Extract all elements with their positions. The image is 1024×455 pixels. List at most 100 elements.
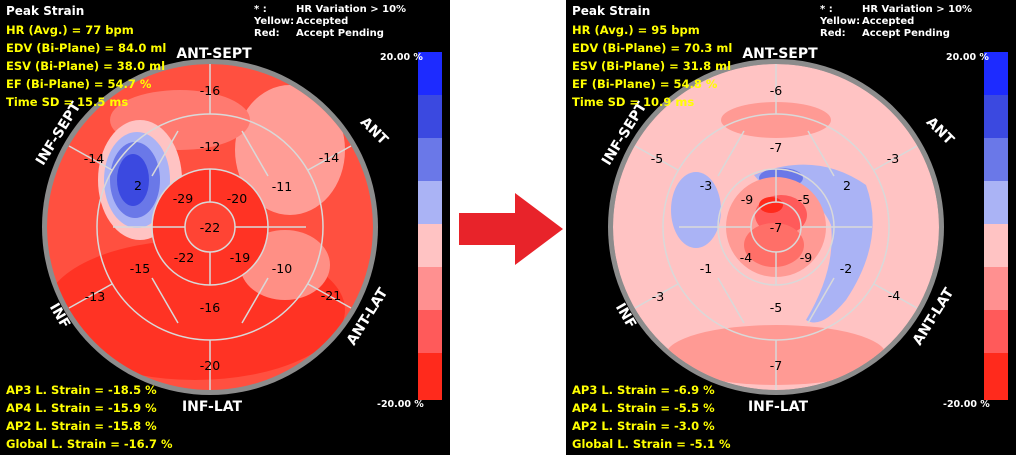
bullseye-canvas: -16 -14 -21 -20 -13 -14 -12 -11 -10 -16 …: [33, 46, 442, 415]
scale-band: [418, 52, 442, 95]
segment-grid: [634, 64, 918, 390]
scale-band: [418, 267, 442, 310]
segment-value: -3: [887, 151, 899, 166]
segment-value: -2: [840, 261, 852, 276]
segment-value: -14: [84, 151, 104, 166]
segment-value: -5: [798, 192, 810, 207]
legend-value: Accepted: [862, 16, 915, 27]
scale-band: [418, 353, 442, 400]
strain-ap2: AP2 L. Strain = -15.8 %: [6, 419, 157, 433]
stat-time-sd: Time SD = 15.5 ms: [6, 95, 129, 109]
scale-band: [984, 181, 1008, 224]
scale-band: [984, 267, 1008, 310]
segment-value: -5: [651, 151, 663, 166]
strain-global: Global L. Strain = -5.1 %: [572, 437, 731, 451]
legend-value: Accepted: [296, 16, 349, 27]
panel-title: Peak Strain: [572, 4, 651, 18]
stat-hr: HR (Avg.) = 77 bpm: [6, 23, 134, 37]
segment-value: -6: [770, 83, 783, 98]
segment-value: -7: [770, 358, 782, 373]
panel-title: Peak Strain: [6, 4, 85, 18]
scale-band: [984, 95, 1008, 138]
scale-band: [418, 224, 442, 267]
wall-label: INF-LAT: [748, 399, 809, 415]
stat-hr: HR (Avg.) = 95 bpm: [572, 23, 700, 37]
segment-value: -4: [740, 250, 753, 265]
bullseye-panel-after: -6 -3 -4 -7 -3 -5 -7 2 -2 -5 -1 -3 -5 -9…: [566, 0, 1016, 455]
segment-value: -3: [700, 178, 712, 193]
segment-value: 2: [843, 178, 851, 193]
scale-max-label: 20.00 %: [946, 52, 989, 63]
scale-min-label: -20.00 %: [377, 399, 424, 410]
legend-key: * :: [820, 4, 833, 15]
scale-band: [984, 138, 1008, 181]
segment-values: -16 -14 -21 -20 -13 -14 -12 -11 -10 -16 …: [84, 83, 341, 373]
scale-band: [418, 310, 442, 353]
legend-key: * :: [254, 4, 267, 15]
segment-value: -19: [230, 250, 250, 265]
stat-edv: EDV (Bi-Plane) = 84.0 ml: [6, 41, 167, 55]
legend-key: Yellow:: [820, 16, 861, 27]
transition-arrow-icon: [459, 193, 563, 265]
scale-band: [984, 310, 1008, 353]
bullseye-canvas: -6 -3 -4 -7 -3 -5 -7 2 -2 -5 -1 -3 -5 -9…: [599, 46, 1008, 415]
segment-value: -4: [888, 288, 901, 303]
stat-ef: EF (Bi-Plane) = 54.8 %: [572, 77, 718, 91]
bullseye-panel-before: -16 -14 -21 -20 -13 -14 -12 -11 -10 -16 …: [0, 0, 450, 455]
stat-esv: ESV (Bi-Plane) = 38.0 ml: [6, 59, 166, 73]
segment-values: -6 -3 -4 -7 -3 -5 -7 2 -2 -5 -1 -3 -5 -9…: [651, 83, 901, 373]
legend-key: Red:: [820, 28, 846, 39]
segment-value: 2: [134, 178, 142, 193]
stat-edv: EDV (Bi-Plane) = 70.3 ml: [572, 41, 733, 55]
legend-key: Red:: [254, 28, 280, 39]
segment-value: -16: [200, 300, 220, 315]
segment-value: -3: [652, 289, 664, 304]
strain-ap3: AP3 L. Strain = -18.5 %: [6, 383, 157, 397]
segment-value: -29: [173, 191, 193, 206]
segment-value: -20: [200, 358, 220, 373]
legend-value: Accept Pending: [862, 28, 950, 39]
legend-key: Yellow:: [254, 16, 295, 27]
segment-value: -7: [770, 220, 782, 235]
segment-value: -14: [319, 150, 339, 165]
stat-ef: EF (Bi-Plane) = 54.7 %: [6, 77, 152, 91]
segment-value: -9: [741, 192, 754, 207]
scale-band: [984, 52, 1008, 95]
scale-band: [418, 95, 442, 138]
scale-band: [418, 181, 442, 224]
segment-value: -15: [130, 261, 150, 276]
strain-global: Global L. Strain = -16.7 %: [6, 437, 173, 451]
segment-value: -11: [272, 179, 292, 194]
scale-band: [418, 138, 442, 181]
scale-max-label: 20.00 %: [380, 52, 423, 63]
segment-value: -12: [200, 139, 220, 154]
strain-map: [47, 64, 373, 390]
segment-grid: [68, 64, 352, 390]
wall-label: ANT-SEPT: [176, 46, 252, 62]
strain-ap4: AP4 L. Strain = -5.5 %: [572, 401, 715, 415]
segment-value: -22: [174, 250, 194, 265]
segment-value: -22: [200, 220, 220, 235]
segment-value: -13: [85, 289, 105, 304]
scale-band: [984, 224, 1008, 267]
wall-label: INF-LAT: [182, 399, 243, 415]
legend-value: HR Variation > 10%: [862, 4, 973, 15]
color-scale-bar: [984, 52, 1008, 400]
segment-value: -1: [700, 261, 712, 276]
strain-ap4: AP4 L. Strain = -15.9 %: [6, 401, 157, 415]
segment-value: -16: [200, 83, 220, 98]
segment-value: -10: [272, 261, 292, 276]
segment-value: -20: [227, 191, 247, 206]
legend-value: Accept Pending: [296, 28, 384, 39]
strain-ap3: AP3 L. Strain = -6.9 %: [572, 383, 715, 397]
segment-value: -21: [321, 288, 341, 303]
stat-time-sd: Time SD = 10.9 ms: [572, 95, 695, 109]
strain-ap2: AP2 L. Strain = -3.0 %: [572, 419, 715, 433]
segment-value: -9: [800, 250, 813, 265]
wall-label: ANT: [357, 114, 391, 148]
scale-min-label: -20.00 %: [943, 399, 990, 410]
stat-esv: ESV (Bi-Plane) = 31.8 ml: [572, 59, 732, 73]
wall-label: ANT-SEPT: [742, 46, 818, 62]
legend-value: HR Variation > 10%: [296, 4, 407, 15]
scale-band: [984, 353, 1008, 400]
